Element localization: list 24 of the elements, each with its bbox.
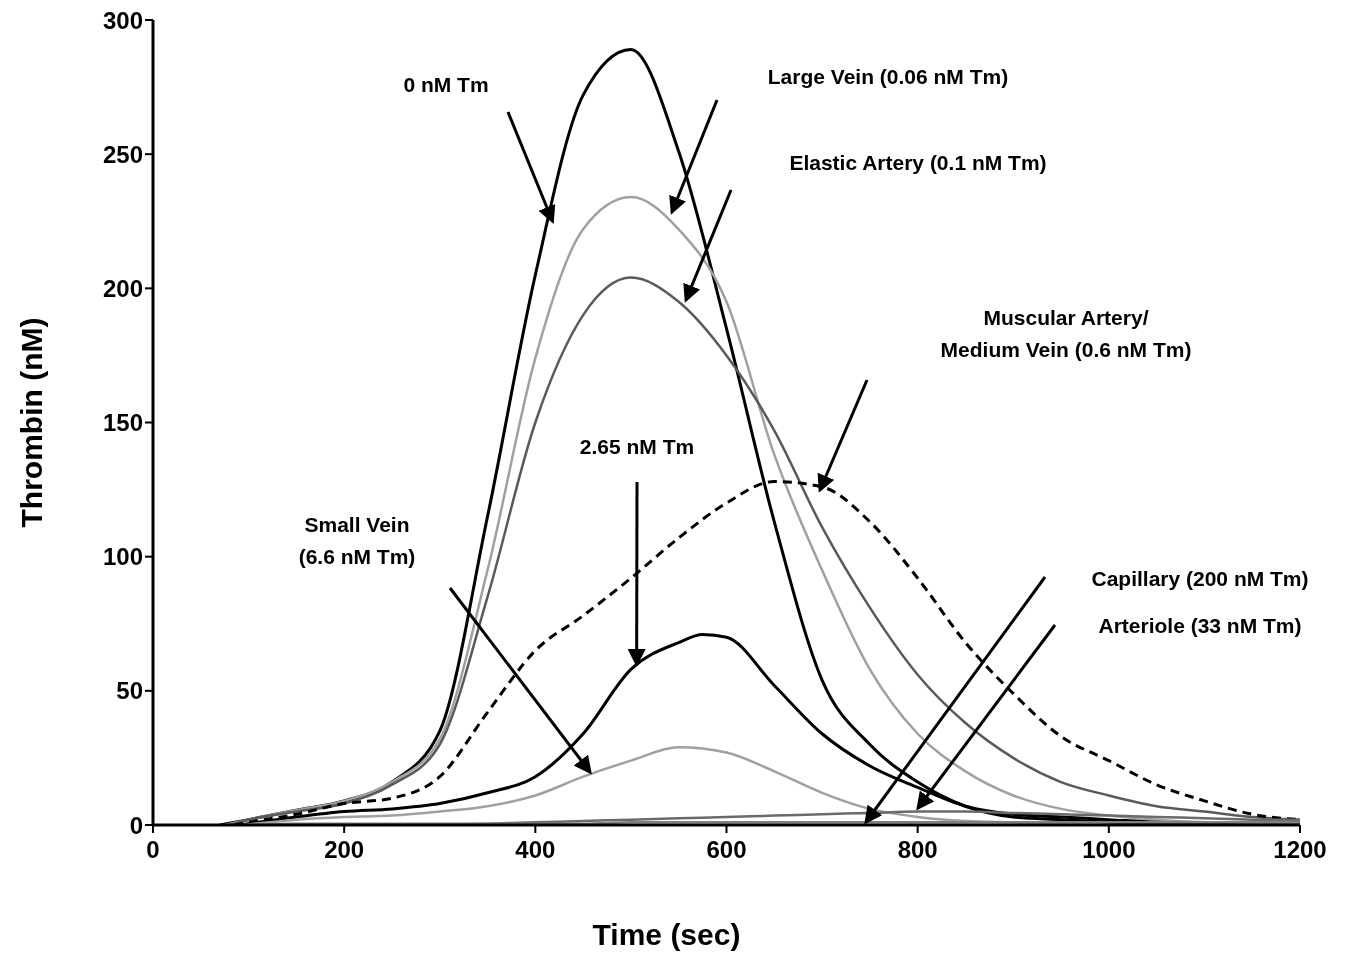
- x-tick-label: 1200: [1273, 836, 1327, 864]
- annotation: Capillary (200 nM Tm): [1091, 567, 1309, 590]
- x-tick-label: 600: [706, 836, 747, 864]
- annotation: Elastic Artery (0.1 nM Tm): [789, 151, 1047, 174]
- y-tick-label: 50: [116, 677, 143, 705]
- annotation: Arteriole (33 nM Tm): [1098, 614, 1302, 637]
- annotation: 0 nM Tm: [403, 73, 489, 96]
- x-tick-label: 200: [324, 836, 365, 864]
- y-tick-label: 150: [102, 409, 143, 437]
- x-tick-label: 800: [897, 836, 938, 864]
- y-axis-title: Thrombin (nM): [15, 317, 48, 528]
- y-tick-label: 200: [102, 274, 143, 302]
- x-tick-label: 0: [146, 836, 160, 864]
- y-tick-label: 100: [102, 543, 143, 571]
- y-tick-label: 250: [102, 140, 143, 168]
- x-tick-label: 1000: [1082, 836, 1136, 864]
- annotation: Muscular Artery/ Medium Vein (0.6 nM Tm): [940, 306, 1192, 361]
- annotation: 2.65 nM Tm: [579, 435, 695, 458]
- y-tick-label: 0: [129, 811, 143, 839]
- x-tick-label: 400: [515, 836, 556, 864]
- x-axis-title: Time (sec): [592, 918, 741, 951]
- annotation: Small Vein (6.6 nM Tm): [298, 513, 416, 568]
- y-tick-label: 300: [102, 6, 143, 34]
- annotation: Large Vein (0.06 nM Tm): [767, 65, 1009, 88]
